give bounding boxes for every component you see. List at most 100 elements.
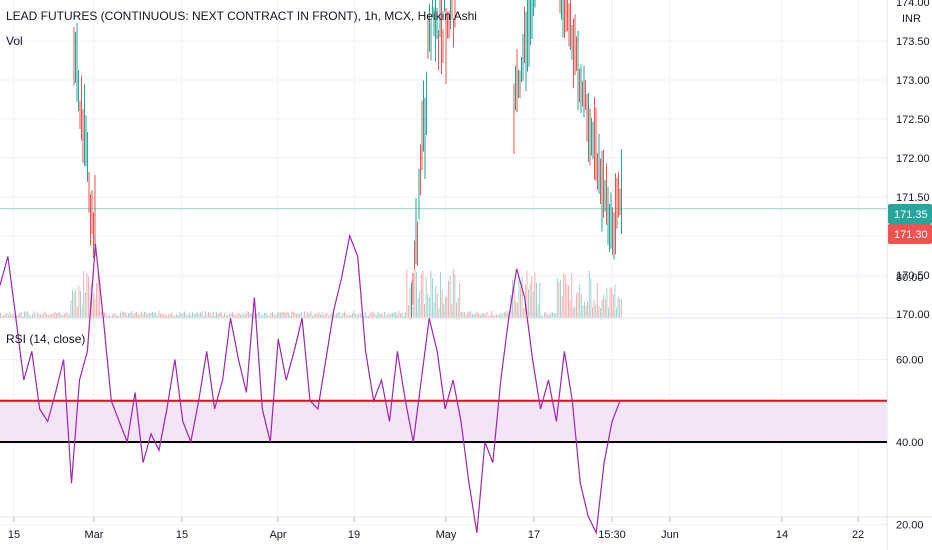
volume-bar: [155, 312, 157, 318]
volume-bar: [72, 289, 73, 318]
volume-bar: [579, 283, 581, 318]
volume-bar: [308, 313, 310, 318]
volume-bar: [305, 315, 307, 318]
volume-bar: [529, 283, 531, 318]
volume-bar: [464, 312, 465, 318]
volume-bar: [24, 311, 25, 318]
volume-bar: [614, 284, 616, 318]
volume-bar: [195, 313, 197, 318]
volume-bar: [8, 314, 9, 318]
volume-bar: [64, 313, 65, 318]
volume-bar: [606, 287, 608, 318]
volume-bar: [440, 271, 441, 318]
rsi-axis[interactable]: 80.00 60.00 40.00 20.00: [896, 272, 924, 532]
volume-bar: [548, 314, 550, 318]
volume-bar: [104, 312, 105, 318]
currency-label: INR: [902, 13, 921, 25]
volume-bar: [262, 314, 264, 318]
volume-bar: [60, 314, 62, 318]
volume-bar: [470, 311, 472, 318]
volume-bar: [449, 275, 451, 318]
second-price-label: 171.30: [888, 224, 932, 244]
volume-bar: [513, 287, 515, 318]
volume-bar: [465, 315, 467, 318]
volume-bar: [318, 312, 320, 318]
volume-bar: [376, 315, 377, 318]
volume-bar: [480, 315, 481, 318]
volume-bar: [500, 314, 502, 318]
volume-bar: [532, 291, 534, 318]
volume-bar: [201, 311, 203, 318]
volume-bar: [12, 313, 14, 318]
volume-bar: [59, 312, 61, 318]
volume-bar: [462, 312, 464, 318]
volume-bar: [44, 311, 46, 318]
volume-bar: [585, 305, 587, 318]
volume-bar: [412, 306, 414, 318]
volume-bar: [536, 282, 537, 318]
volume-bar: [224, 312, 225, 318]
price-tick-label: 170.00: [896, 309, 930, 321]
volume-bar: [278, 312, 280, 318]
volume-bar: [54, 311, 56, 318]
volume-bar: [438, 307, 440, 318]
volume-bar: [307, 312, 309, 318]
volume-bar: [537, 304, 539, 318]
volume-bar: [169, 314, 171, 318]
volume-bar: [240, 314, 241, 318]
price-axis[interactable]: 174.00 173.50 173.00 172.50 172.00 171.50 171.…: [896, 0, 930, 321]
volume-bar: [558, 282, 560, 318]
volume-bar: [484, 314, 486, 318]
volume-bar: [300, 312, 302, 318]
volume-bar: [400, 313, 401, 318]
rsi-band-fill: [0, 400, 887, 442]
volume-bar: [574, 306, 576, 318]
volume-bar: [321, 312, 323, 318]
volume-bar: [211, 315, 213, 318]
chart-title: LEAD FUTURES (CONTINUOUS: NEXT CONTRACT …: [6, 9, 477, 23]
volume-bar: [299, 313, 301, 318]
price-tick-label: 172.00: [896, 153, 930, 165]
volume-bar: [296, 313, 297, 318]
volume-bar: [497, 315, 499, 318]
volume-bar: [417, 297, 419, 318]
volume-bar: [416, 271, 417, 318]
rsi-label: RSI (14, close): [6, 332, 85, 346]
volume-bar: [99, 282, 101, 318]
volume-bar: [313, 314, 315, 318]
time-tick-label: 19: [348, 529, 360, 541]
volume-bar: [590, 278, 592, 318]
volume-bar: [396, 314, 398, 318]
time-tick-label: 15: [8, 529, 20, 541]
volume-bar: [19, 312, 21, 318]
volume-bar: [520, 287, 521, 318]
volume-bar: [616, 307, 617, 318]
volume-bar: [486, 311, 488, 318]
volume-bar: [75, 289, 77, 318]
volume-bar: [526, 270, 528, 318]
volume-bar: [192, 312, 193, 318]
volume-bar: [363, 315, 365, 318]
volume-bar: [545, 312, 547, 318]
volume-bar: [326, 312, 328, 318]
volume-bar: [248, 311, 249, 318]
volume-bar: [48, 315, 49, 318]
volume-bar: [345, 313, 347, 318]
volume-bar: [336, 313, 337, 318]
volume-bar: [619, 298, 621, 318]
price-tick-label: 174.00: [896, 0, 930, 9]
price-tick-label: 172.50: [896, 114, 930, 126]
volume-bar: [164, 314, 166, 318]
volume-bar: [492, 315, 494, 318]
volume-bar: [608, 307, 609, 318]
volume-bar: [105, 312, 107, 318]
volume-bar: [563, 273, 565, 318]
last-price-label: 171.35: [888, 204, 932, 224]
volume-bar: [232, 312, 233, 318]
volume-bar: [348, 314, 350, 318]
volume-bar: [94, 298, 96, 318]
time-axis[interactable]: 15 Mar 15 Apr 19 May 17 15:30 Jun 14 22: [8, 517, 864, 541]
volume-bar: [430, 271, 432, 318]
volume-bar: [328, 315, 329, 318]
volume-bar: [136, 312, 137, 318]
